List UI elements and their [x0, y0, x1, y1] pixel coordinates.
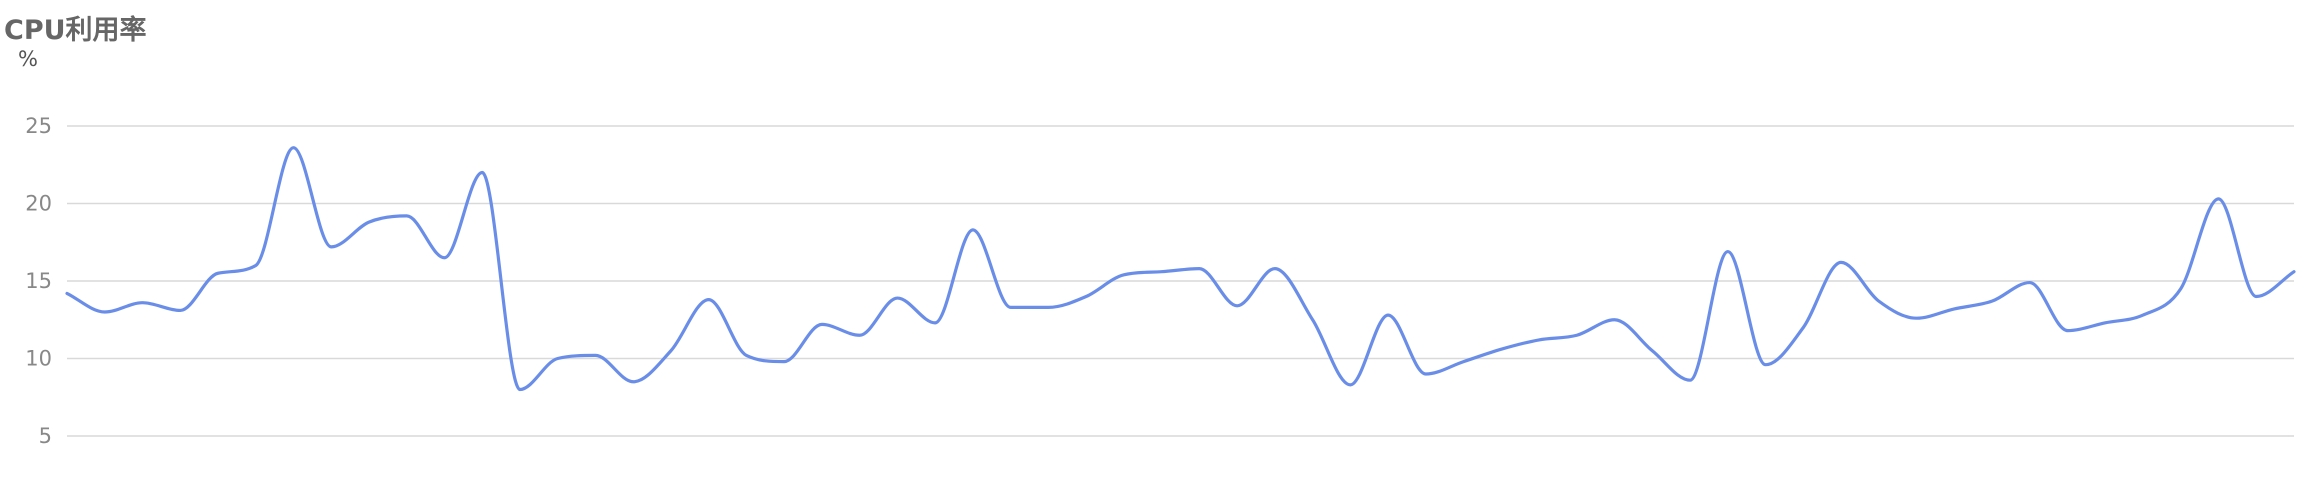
y-tick-label: 5 [39, 424, 52, 448]
grid-layer [67, 125, 2294, 437]
chart-title: CPU利用率 [4, 15, 147, 46]
y-tick-label: 25 [25, 114, 52, 138]
series-line-0 [65, 146, 2296, 392]
series-layer [65, 146, 2296, 392]
y-axis-ticks: 5 10 15 20 25 [25, 114, 52, 448]
y-tick-label: 10 [25, 347, 52, 371]
y-axis-unit-label: % [18, 47, 38, 71]
y-tick-label: 15 [25, 269, 52, 293]
y-tick-label: 20 [25, 192, 52, 216]
